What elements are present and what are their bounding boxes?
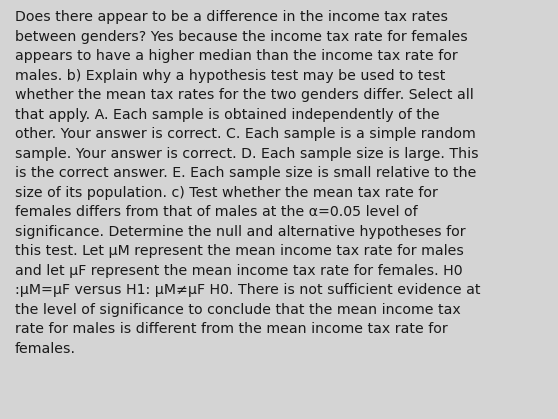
Text: Does there appear to be a difference in the income tax rates
between genders? Ye: Does there appear to be a difference in … [15, 10, 480, 356]
